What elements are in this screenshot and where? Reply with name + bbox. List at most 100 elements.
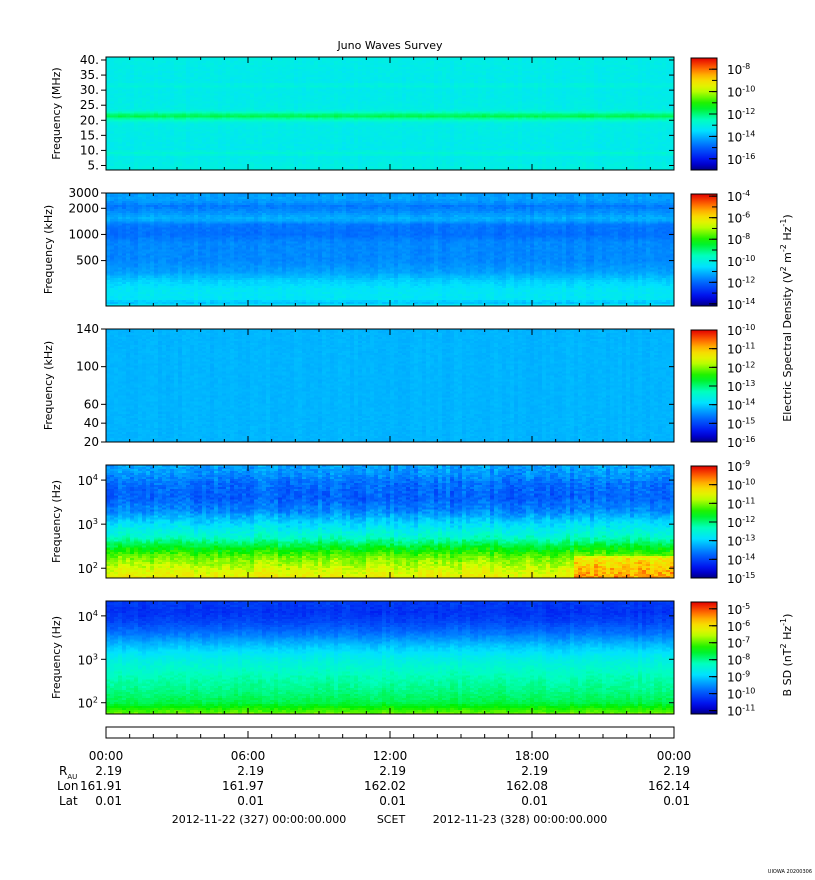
y-tick-label: 20 (84, 435, 99, 449)
ephemeris-value-lon: 161.97 (222, 779, 264, 793)
y-tick-label: 2000 (68, 201, 99, 215)
y-axis-label: Frequency (kHz) (42, 205, 55, 294)
ephemeris-label-lon: Lon (57, 779, 78, 793)
time-tick-label: 18:00 (515, 749, 550, 763)
colorbar-tick-label: 10-14 (727, 398, 755, 413)
colorbar-tick-label: 10-16 (727, 435, 755, 450)
y-axis-label: Frequency (MHz) (50, 67, 63, 159)
colorbar-1: 10-8 10-10 10-12 10-14 10-16 (690, 57, 755, 171)
colorbar-4: 10-9 10-10 10-11 10-12 10-13 10-14 10-15 (690, 459, 755, 586)
spectrogram-panels: 5.10.15.20.25.30.35.40. Frequency (MHz) 10… (42, 53, 794, 719)
y-tick-label: 40. (80, 53, 99, 67)
y-tick-label: 5. (88, 158, 99, 172)
y-tick-label: 103 (78, 652, 98, 667)
panel-1: 5.10.15.20.25.30.35.40. Frequency (MHz) 10… (50, 53, 755, 172)
y-tick-label: 104 (78, 609, 98, 624)
colorbar-3: 10-10 10-11 10-12 10-13 10-14 10-15 10-16 (690, 323, 755, 450)
y-tick-label: 15. (80, 128, 99, 142)
colorbar-tick-label: 10-15 (727, 416, 755, 431)
time-tick-label: 00:00 (657, 749, 692, 763)
colorbar-tick-label: 10-8 (727, 232, 750, 247)
time-tick-label: 00:00 (89, 749, 124, 763)
colorbar-tick-label: 10-16 (727, 152, 755, 167)
y-axis-label: Frequency (Hz) (50, 480, 63, 563)
colorbar-tick-label: 10-12 (727, 360, 755, 375)
colorbar-tick-label: 10-14 (727, 552, 755, 567)
time-tick-label: 12:00 (373, 749, 408, 763)
colorbar-tick-label: 10-12 (727, 515, 755, 530)
y-tick-label: 140 (76, 322, 99, 336)
y-axis-label: Frequency (kHz) (42, 341, 55, 430)
y-tick-label: 100 (76, 360, 99, 374)
colorbar-tick-label: 10-4 (727, 189, 750, 204)
footer-start-time: 2012-11-22 (327) 00:00:00.000 (172, 813, 346, 826)
ephemeris-value-rau: 2.19 (663, 764, 690, 778)
colorbar-tick-label: 10-5 (727, 602, 750, 617)
y-tick-label: 25. (80, 98, 99, 112)
colorbar-tick-label: 10-7 (727, 636, 750, 651)
y-tick-label: 102 (78, 561, 98, 576)
spectrogram-image-5 (106, 601, 674, 714)
ephemeris-value-lon: 162.14 (648, 779, 690, 793)
colorbar-tick-label: 10-11 (727, 496, 755, 511)
colorbar-5: 10-5 10-6 10-7 10-8 10-9 10-10 10-11 (690, 601, 755, 719)
footer-scet-label: SCET (377, 813, 406, 826)
colorbar-tick-label: 10-10 (727, 323, 755, 338)
y-tick-label: 500 (76, 254, 99, 268)
spectrogram-image-3 (106, 329, 674, 442)
y-tick-label: 104 (78, 473, 98, 488)
chart-title: Juno Waves Survey (336, 39, 443, 52)
y-tick-label: 102 (78, 696, 98, 711)
colorbar-tick-label: 10-15 (727, 571, 755, 586)
y-tick-label: 103 (78, 517, 98, 532)
colorbar-tick-label: 10-13 (727, 534, 755, 549)
footer-end-time: 2012-11-23 (328) 00:00:00.000 (433, 813, 607, 826)
ephemeris-label-rau: RAU (59, 764, 77, 781)
colorbar-tick-label: 10-10 (727, 85, 755, 100)
colorbar-tick-label: 10-6 (727, 211, 750, 226)
time-axis: 00:00 06:00 12:00 18:00 00:00 (89, 726, 692, 763)
ephemeris-label-lat: Lat (59, 794, 78, 808)
colorbar-tick-label: 10-8 (727, 653, 750, 668)
colorbar-tick-label: 10-13 (727, 379, 755, 394)
y-tick-label: 60 (84, 397, 99, 411)
spectrogram-image-4 (106, 465, 674, 578)
colorbar-tick-label: 10-11 (727, 704, 755, 719)
spectrogram-image-2 (106, 193, 674, 306)
colorbar-tick-label: 10-6 (727, 619, 750, 634)
colorbar-tick-label: 10-10 (727, 254, 755, 269)
colorbar-tick-label: 10-10 (727, 687, 755, 702)
ephemeris-value-lat: 0.01 (379, 794, 406, 808)
ephemeris-value-rau: 2.19 (95, 764, 122, 778)
colorbar-tick-label: 10-9 (727, 459, 750, 474)
y-tick-label: 20. (80, 113, 99, 127)
colorbar-tick-label: 10-14 (727, 297, 755, 312)
y-tick-label: 40 (84, 416, 99, 430)
time-tick-label: 06:00 (231, 749, 266, 763)
colorbar-2: 10-4 10-6 10-8 10-10 10-12 10-14 (690, 189, 755, 312)
y-tick-label: 3000 (68, 186, 99, 200)
colorbar-tick-label: 10-8 (727, 62, 750, 77)
ephemeris-value-rau: 2.19 (237, 764, 264, 778)
ephemeris-value-lon: 162.08 (506, 779, 548, 793)
colorbar-tick-label: 10-9 (727, 670, 750, 685)
ephemeris-value-rau: 2.19 (379, 764, 406, 778)
y-axis-label: Frequency (Hz) (50, 616, 63, 699)
colorbar-tick-label: 10-10 (727, 478, 755, 493)
ephemeris-value-lat: 0.01 (95, 794, 122, 808)
spectrogram-image-1 (106, 57, 674, 170)
colorbar-tick-label: 10-14 (727, 129, 755, 144)
ephemeris-value-rau: 2.19 (521, 764, 548, 778)
magnetic-colorbar-title: B SD (nT2 Hz-1) (779, 614, 794, 697)
colorbar-tick-label: 10-12 (727, 107, 755, 122)
colorbar-tick-label: 10-12 (727, 275, 755, 290)
credit-label: UIOWA 20200306 (768, 869, 812, 875)
ephemeris-value-lon: 162.02 (364, 779, 406, 793)
ephemeris-value-lat: 0.01 (521, 794, 548, 808)
ephemeris-value-lat: 0.01 (663, 794, 690, 808)
